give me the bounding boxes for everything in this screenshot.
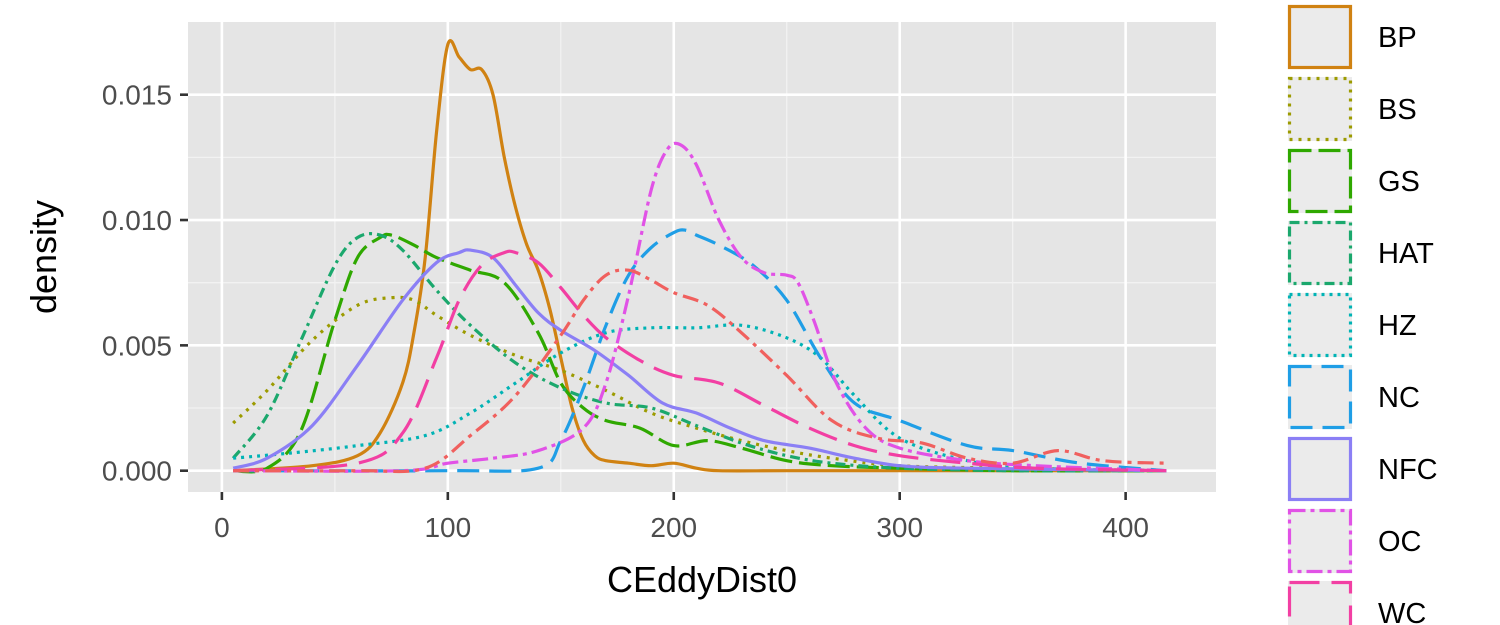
legend-label-nfc: NFC <box>1378 454 1438 486</box>
density-curve-unlabeled-9 <box>233 268 1167 474</box>
legend-key-hz <box>1287 292 1353 358</box>
density-curve-nc <box>233 228 1167 473</box>
legend-key-wc <box>1287 580 1353 625</box>
legend-key-bp <box>1287 4 1353 70</box>
legend-label-gs: GS <box>1378 166 1420 198</box>
y-tick-label: 0.015 <box>102 80 172 111</box>
density-curve-hz <box>233 323 1167 473</box>
legend-key-background <box>1288 221 1352 285</box>
density-curve-wc <box>233 249 1167 473</box>
x-tick-label: 200 <box>650 512 697 543</box>
legend-key-hat <box>1287 220 1353 286</box>
x-tick-label: 0 <box>214 512 230 543</box>
legend-key-background <box>1288 509 1352 573</box>
x-tick-label: 400 <box>1102 512 1149 543</box>
density-curve-bs <box>232 295 1167 473</box>
density-curve-bp <box>233 39 1167 473</box>
legend-key-background <box>1288 293 1352 357</box>
legend-key-background <box>1288 437 1352 501</box>
legend-label-bp: BP <box>1378 22 1417 54</box>
y-axis-title: density <box>23 200 64 314</box>
legend-key-gs <box>1287 148 1353 214</box>
y-tick-label: 0.005 <box>102 330 172 361</box>
legend-label-wc: WC <box>1378 598 1426 625</box>
density-curve-oc <box>233 141 1167 473</box>
density-curves <box>231 39 1167 474</box>
legend-key-background <box>1288 149 1352 213</box>
legend-key-background <box>1288 5 1352 69</box>
legend-label-bs: BS <box>1378 94 1417 126</box>
legend-label-hz: HZ <box>1378 310 1417 342</box>
plot-panel <box>188 22 1216 492</box>
density-curve-hat <box>231 232 1167 473</box>
minor-gridlines <box>188 22 1216 492</box>
legend-label-nc: NC <box>1378 382 1420 414</box>
x-axis-title: CEddyDist0 <box>607 559 797 600</box>
density-curve-nfc <box>232 248 1167 473</box>
y-axis: 0.000 0.005 0.010 0.015 <box>102 80 188 487</box>
density-curve-gs <box>233 232 1167 474</box>
legend-label-oc: OC <box>1378 526 1422 558</box>
legend-label-hat: HAT <box>1378 238 1434 270</box>
legend-key-oc <box>1287 508 1353 574</box>
y-tick-label: 0.000 <box>102 456 172 487</box>
y-tick-label: 0.010 <box>102 205 172 236</box>
legend-key-background <box>1288 365 1352 429</box>
x-axis: 0 100 200 300 400 <box>214 492 1149 543</box>
x-tick-label: 100 <box>424 512 471 543</box>
x-tick-label: 300 <box>876 512 923 543</box>
legend-key-bs <box>1287 76 1353 142</box>
legend: BP BS GS HAT HZ NC NFC OC WC <box>1287 4 1438 625</box>
legend-key-nfc <box>1287 436 1353 502</box>
legend-key-background <box>1288 77 1352 141</box>
legend-key-nc <box>1287 364 1353 430</box>
legend-key-background <box>1288 581 1352 625</box>
